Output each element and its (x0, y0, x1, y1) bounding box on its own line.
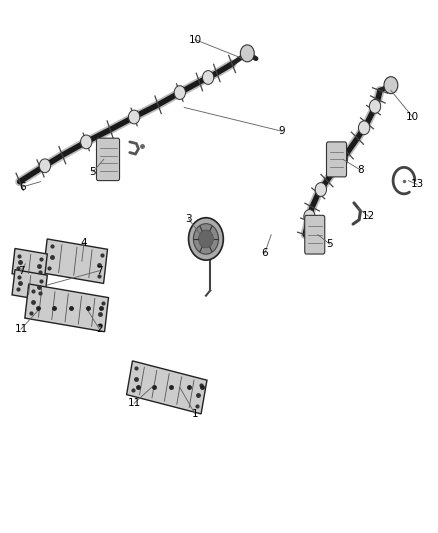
FancyBboxPatch shape (326, 142, 346, 177)
Text: 10: 10 (188, 35, 201, 45)
Circle shape (198, 230, 213, 248)
Text: 2: 2 (96, 324, 102, 334)
Circle shape (304, 209, 315, 223)
Polygon shape (25, 284, 109, 332)
Circle shape (384, 77, 398, 94)
Polygon shape (127, 361, 207, 414)
Polygon shape (43, 239, 107, 284)
Polygon shape (12, 270, 47, 301)
Text: 1: 1 (192, 409, 198, 419)
FancyBboxPatch shape (305, 215, 325, 254)
Circle shape (39, 159, 50, 173)
Text: 10: 10 (406, 112, 419, 122)
Circle shape (128, 110, 140, 124)
Circle shape (194, 224, 219, 254)
Circle shape (336, 153, 348, 166)
Text: 5: 5 (327, 239, 333, 249)
Text: 7: 7 (96, 266, 102, 276)
Text: 12: 12 (362, 211, 375, 221)
Circle shape (174, 86, 185, 100)
FancyBboxPatch shape (96, 138, 120, 181)
Text: 3: 3 (185, 214, 192, 224)
Text: 5: 5 (89, 167, 96, 177)
Circle shape (188, 217, 223, 260)
Text: 6: 6 (19, 182, 25, 192)
Circle shape (369, 100, 381, 114)
Circle shape (240, 45, 254, 62)
Text: 13: 13 (410, 179, 424, 189)
Text: 7: 7 (18, 266, 24, 276)
Text: 11: 11 (14, 324, 28, 334)
Circle shape (202, 70, 214, 84)
Text: 11: 11 (127, 398, 141, 408)
Polygon shape (12, 248, 47, 279)
Text: 8: 8 (357, 165, 364, 175)
Circle shape (358, 121, 370, 135)
Text: 4: 4 (81, 238, 88, 248)
Text: 9: 9 (279, 126, 286, 136)
Circle shape (81, 135, 92, 149)
Circle shape (315, 183, 326, 196)
Text: 6: 6 (261, 248, 268, 259)
